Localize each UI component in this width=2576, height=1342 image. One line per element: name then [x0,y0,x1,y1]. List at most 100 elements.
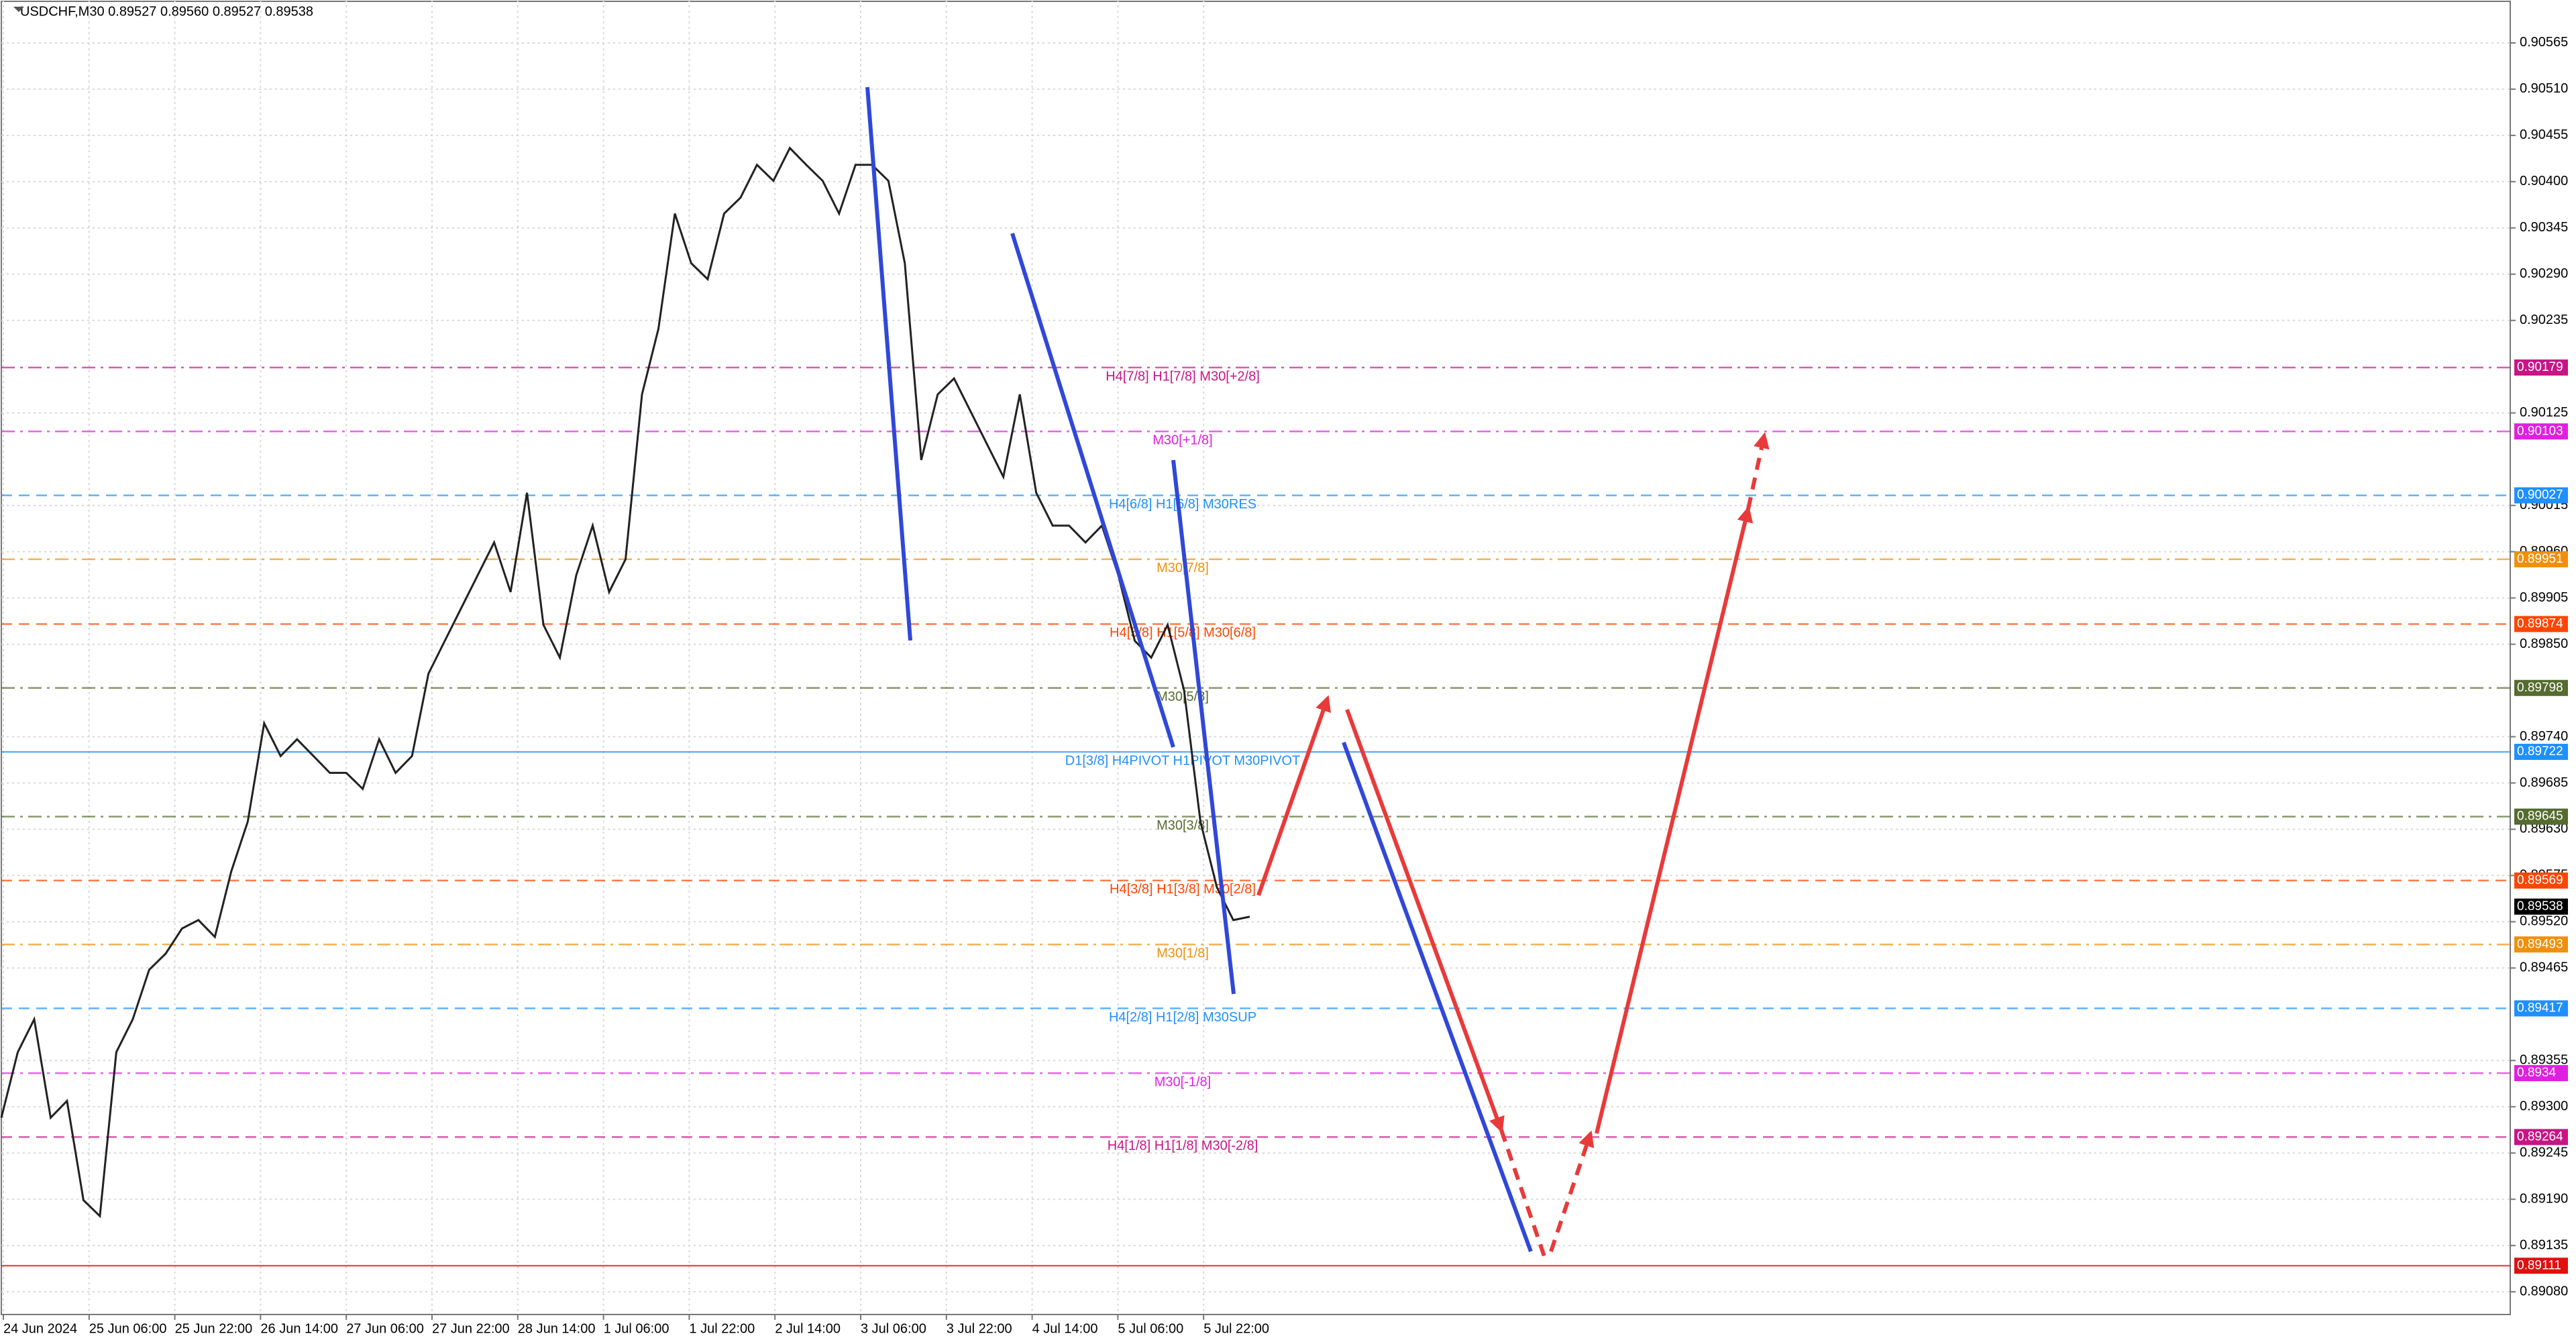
price-tag-label: 0.89493 [2517,937,2563,951]
axes: 0.90565 0.90510 0.90455 0.90400 0.90345 0.902… [3,35,2568,1336]
x-tick-label: 5 Jul 22:00 [1203,1321,1269,1336]
x-tick-label: 5 Jul 06:00 [1118,1321,1183,1336]
y-tick-label: 0.90235 [2520,313,2568,327]
y-tick-label: 0.90290 [2520,266,2568,281]
price-tag-label: 0.89951 [2517,552,2563,566]
price-tag [2514,1129,2568,1145]
price-tag-label: 0.89722 [2517,744,2563,759]
y-tick-label: 0.89135 [2520,1237,2568,1252]
y-tick-label: 0.90345 [2520,220,2568,235]
y-tick-label: 0.89465 [2520,960,2568,975]
x-tick-label: 26 Jun 14:00 [260,1321,338,1336]
price-tag [2514,936,2568,953]
price-tag-label: 0.90103 [2517,424,2563,438]
y-tick-label: 0.89740 [2520,729,2568,744]
price-tag [2514,1000,2568,1017]
trend-line [865,87,912,641]
level-label: D1[3/8] H4PIVOT H1PIVOT M30PIVOT [1065,753,1301,768]
level-label: M30[3/8] [1157,818,1209,833]
levels: H4[7/8] H1[7/8] M30[+2/8] M30[+1/8] H4[6/8… [1,366,2510,1267]
y-tick-label: 0.89850 [2520,636,2568,651]
level-label: M30[5/8] [1157,689,1209,704]
level-label: M30[1/8] [1157,946,1209,961]
price-tag-label: 0.90027 [2517,488,2563,502]
drawings [865,87,1770,1257]
price-tag [2514,679,2568,696]
forecast-arrow [1595,506,1754,1134]
forecast-arrow [1345,708,1505,1133]
level-label: H4[3/8] H1[3/8] M30[2/8] [1110,882,1256,897]
price-tag-label: 0.8934 [2517,1066,2557,1080]
chart-title: USDCHF,M30 0.89527 0.89560 0.89527 0.895… [20,4,313,19]
price-tag [2514,1257,2568,1274]
y-tick-label: 0.89080 [2520,1284,2568,1298]
trend-line [1010,233,1175,748]
y-tick-label: 0.90565 [2520,35,2568,50]
y-tick-label: 0.90400 [2520,174,2568,188]
level-label: H4[7/8] H1[7/8] M30[+2/8] [1106,369,1260,384]
price-tag [2514,616,2568,632]
price-tag-label: 0.89645 [2517,809,2563,824]
level-label: M30[+1/8] [1152,433,1213,448]
last-price-label: 0.89538 [2517,899,2563,913]
trend-line [1171,459,1236,995]
last-price-tag [2514,898,2568,915]
y-tick-label: 0.89245 [2520,1145,2568,1160]
forecast-arrow [1499,1129,1546,1257]
x-tick-label: 27 Jun 06:00 [346,1321,424,1336]
price-tag-label: 0.89874 [2517,616,2563,630]
price-tag [2514,872,2568,889]
grid [1,0,2510,1315]
forecast-arrow [1256,695,1331,896]
level-label: H4[5/8] H1[5/8] M30[6/8] [1110,626,1256,640]
y-tick-label: 0.90125 [2520,405,2568,420]
plot-frame [1,1,2511,1315]
level-label: H4[6/8] H1[6/8] M30RES [1109,497,1256,512]
trend-line [1342,741,1533,1253]
level-label: M30[-1/8] [1155,1074,1211,1089]
y-tick-label: 0.89905 [2520,590,2568,605]
y-tick-label: 0.89190 [2520,1191,2568,1206]
x-tick-label: 2 Jul 14:00 [775,1321,841,1336]
price-tag-label: 0.89569 [2517,873,2563,887]
forecast-arrow [1746,432,1770,510]
level-label: M30[7/8] [1157,561,1209,575]
x-tick-label: 25 Jun 22:00 [175,1321,253,1336]
price-series [0,146,1250,1219]
x-tick-label: 4 Jul 14:00 [1032,1321,1098,1336]
y-tick-label: 0.90510 [2520,81,2568,96]
x-tick-label: 1 Jul 06:00 [604,1321,669,1336]
x-tick-label: 3 Jul 06:00 [861,1321,926,1336]
price-tag [2514,551,2568,567]
y-tick-label: 0.90455 [2520,127,2568,142]
price-tag-label: 0.89264 [2517,1129,2563,1143]
price-line [0,146,1250,1219]
price-tag [2514,744,2568,761]
level-label: H4[1/8] H1[1/8] M30[-2/8] [1108,1139,1258,1154]
x-tick-label: 24 Jun 2024 [3,1321,77,1336]
x-tick-label: 28 Jun 14:00 [518,1321,596,1336]
x-tick-label: 25 Jun 06:00 [89,1321,167,1336]
price-tag [2514,487,2568,504]
price-tag [2514,1065,2568,1082]
forecast-arrow [1549,1130,1595,1252]
x-tick-label: 1 Jul 22:00 [689,1321,755,1336]
x-tick-label: 27 Jun 22:00 [432,1321,510,1336]
level-label: H4[2/8] H1[2/8] M30SUP [1109,1010,1256,1025]
menu-icon [13,7,24,12]
price-tag-label: 0.89798 [2517,681,2563,695]
price-tag-label: 0.89417 [2517,1001,2563,1015]
y-tick-label: 0.89520 [2520,914,2568,929]
y-tick-label: 0.89630 [2520,822,2568,836]
price-tag-label: 0.89111 [2517,1258,2561,1272]
y-tick-label: 0.89355 [2520,1053,2568,1068]
x-tick-label: 3 Jul 22:00 [947,1321,1012,1336]
price-tag [2514,423,2568,440]
price-tag-label: 0.90179 [2517,360,2563,374]
y-tick-label: 0.89300 [2520,1099,2568,1114]
y-tick-label: 0.89685 [2520,775,2568,790]
price-tag [2514,359,2568,376]
